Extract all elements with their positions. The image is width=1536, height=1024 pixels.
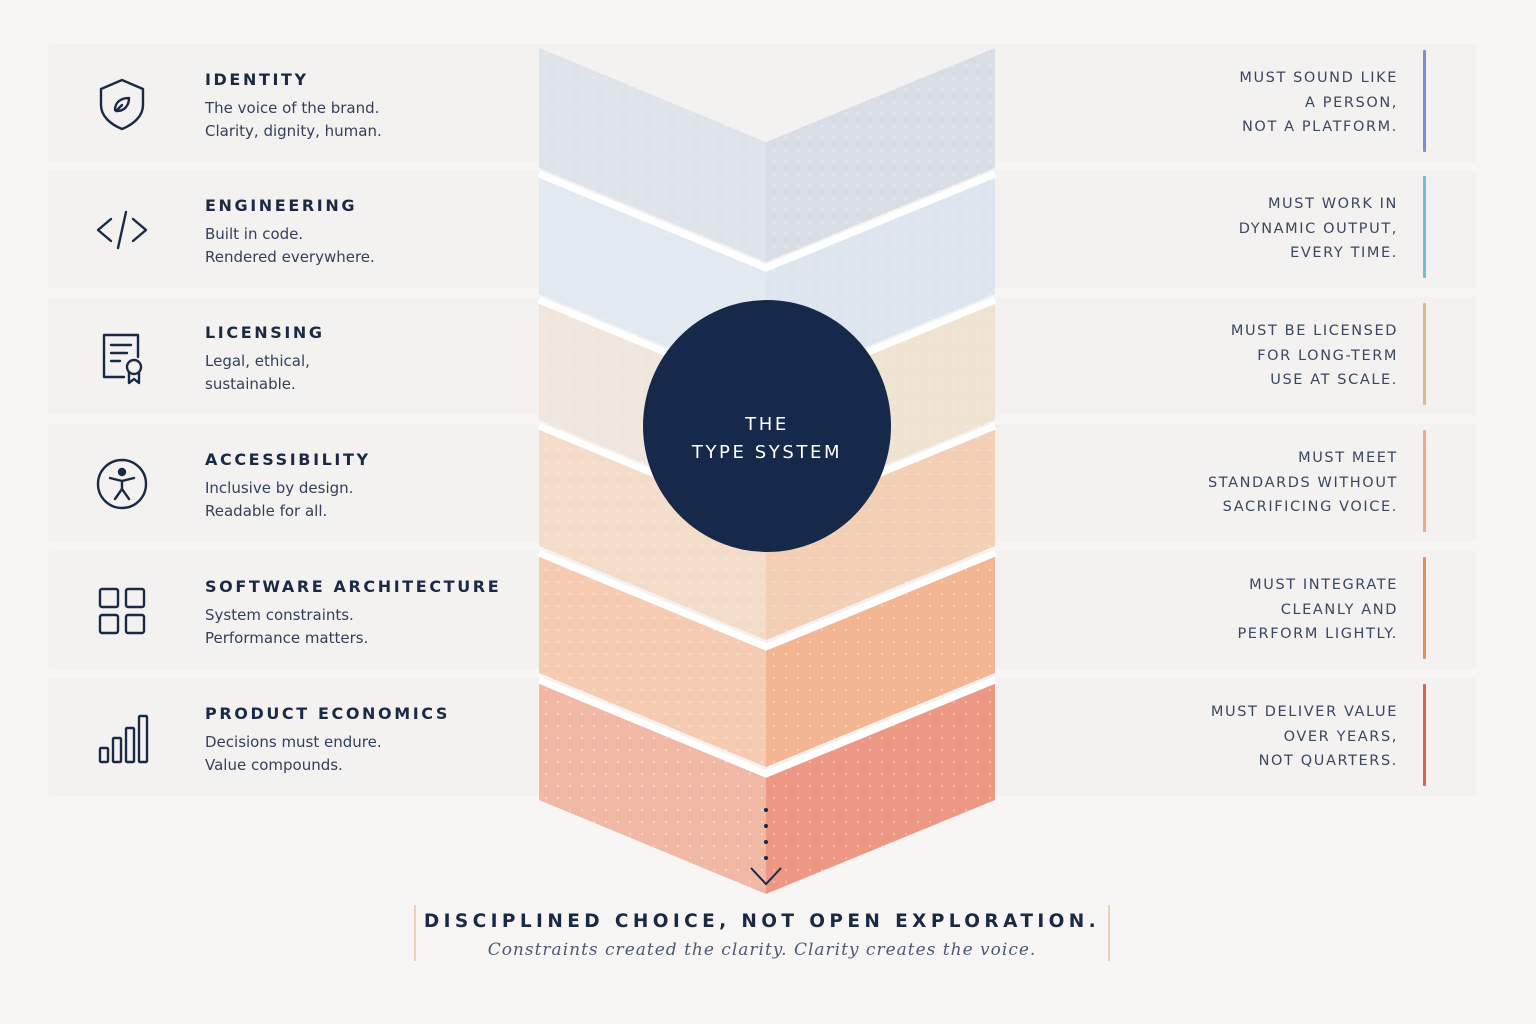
- requirement-line: PERFORM LIGHTLY.: [1237, 626, 1398, 642]
- code-icon: [94, 202, 150, 258]
- requirement-line: STANDARDS WITHOUT: [1207, 474, 1398, 491]
- requirement-line: DYNAMIC OUTPUT,: [1238, 220, 1398, 237]
- center-title-line1: THE: [745, 414, 789, 435]
- requirement-line: SACRIFICING VOICE.: [1222, 499, 1398, 515]
- category-desc: sustainable.: [205, 375, 296, 393]
- requirement-line: MUST BE LICENSED: [1230, 323, 1398, 339]
- footer-headline: DISCIPLINED CHOICE, NOT OPEN EXPLORATION…: [423, 911, 1101, 932]
- category-desc: System constraints.: [205, 606, 354, 624]
- bar-chart-icon: [94, 710, 150, 766]
- category-licensing: LICENSING Legal, ethical, sustainable.: [48, 297, 538, 415]
- requirement-software-architecture: MUST INTEGRATE CLEANLY AND PERFORM LIGHT…: [1100, 551, 1476, 669]
- center-title-line2: TYPE SYSTEM: [691, 442, 843, 463]
- category-title: PRODUCT ECONOMICS: [205, 704, 451, 723]
- requirement-line: MUST INTEGRATE: [1249, 577, 1398, 593]
- category-desc: Decisions must endure.: [205, 733, 382, 751]
- requirement-accessibility: MUST MEET STANDARDS WITHOUT SACRIFICING …: [1100, 424, 1476, 542]
- accent-bar: [1423, 50, 1426, 152]
- requirement-line: MUST DELIVER VALUE: [1210, 704, 1398, 720]
- footer-left-rule: [414, 905, 416, 961]
- center-circle: THE TYPE SYSTEM: [643, 300, 891, 552]
- requirement-line: A PERSON,: [1305, 94, 1398, 111]
- category-title: ACCESSIBILITY: [205, 450, 371, 469]
- requirement-identity: MUST SOUND LIKE A PERSON, NOT A PLATFORM…: [1100, 44, 1476, 162]
- category-desc: Performance matters.: [205, 629, 369, 647]
- accent-bar: [1423, 176, 1426, 278]
- shield-icon: [94, 76, 150, 132]
- accessibility-icon: [94, 456, 150, 512]
- category-desc: Legal, ethical,: [205, 352, 310, 370]
- category-software-architecture: SOFTWARE ARCHITECTURE System constraints…: [48, 551, 538, 669]
- down-arrow-icon: [750, 808, 782, 886]
- category-title: LICENSING: [205, 323, 325, 342]
- requirement-licensing: MUST BE LICENSED FOR LONG-TERM USE AT SC…: [1100, 297, 1476, 415]
- category-accessibility: ACCESSIBILITY Inclusive by design. Reada…: [48, 424, 538, 542]
- accent-bar: [1423, 557, 1426, 659]
- category-desc: Built in code.: [205, 225, 304, 243]
- category-desc: Inclusive by design.: [205, 479, 354, 497]
- requirement-line: OVER YEARS,: [1283, 728, 1398, 745]
- requirement-line: NOT QUARTERS.: [1258, 753, 1398, 769]
- accent-bar: [1423, 684, 1426, 786]
- category-desc: Readable for all.: [205, 502, 328, 520]
- grid-icon: [94, 583, 150, 639]
- requirement-line: MUST SOUND LIKE: [1239, 70, 1398, 86]
- accent-bar: [1423, 430, 1426, 532]
- category-title: SOFTWARE ARCHITECTURE: [205, 577, 502, 596]
- requirement-line: EVERY TIME.: [1290, 245, 1398, 261]
- certificate-icon: [94, 329, 150, 385]
- category-desc: Clarity, dignity, human.: [205, 122, 382, 140]
- requirement-engineering: MUST WORK IN DYNAMIC OUTPUT, EVERY TIME.: [1100, 170, 1476, 288]
- category-desc: Rendered everywhere.: [205, 248, 375, 266]
- category-product-economics: PRODUCT ECONOMICS Decisions must endure.…: [48, 678, 538, 796]
- category-desc: Value compounds.: [205, 756, 343, 774]
- category-title: ENGINEERING: [205, 196, 358, 215]
- requirement-line: FOR LONG-TERM: [1257, 347, 1398, 364]
- category-engineering: ENGINEERING Built in code. Rendered ever…: [48, 170, 538, 288]
- category-identity: IDENTITY The voice of the brand. Clarity…: [48, 44, 538, 162]
- requirement-line: MUST WORK IN: [1267, 196, 1398, 212]
- footer-tagline: Constraints created the clarity. Clarity…: [487, 940, 1037, 960]
- requirement-line: USE AT SCALE.: [1270, 372, 1398, 388]
- category-desc: The voice of the brand.: [205, 99, 380, 117]
- footer-right-rule: [1108, 905, 1110, 961]
- requirement-product-economics: MUST DELIVER VALUE OVER YEARS, NOT QUART…: [1100, 678, 1476, 796]
- category-title: IDENTITY: [205, 70, 309, 89]
- footer-callout: DISCIPLINED CHOICE, NOT OPEN EXPLORATION…: [414, 905, 1110, 961]
- requirement-line: MUST MEET: [1298, 450, 1398, 466]
- requirement-line: NOT A PLATFORM.: [1241, 119, 1398, 135]
- requirement-line: CLEANLY AND: [1280, 601, 1398, 618]
- accent-bar: [1423, 303, 1426, 405]
